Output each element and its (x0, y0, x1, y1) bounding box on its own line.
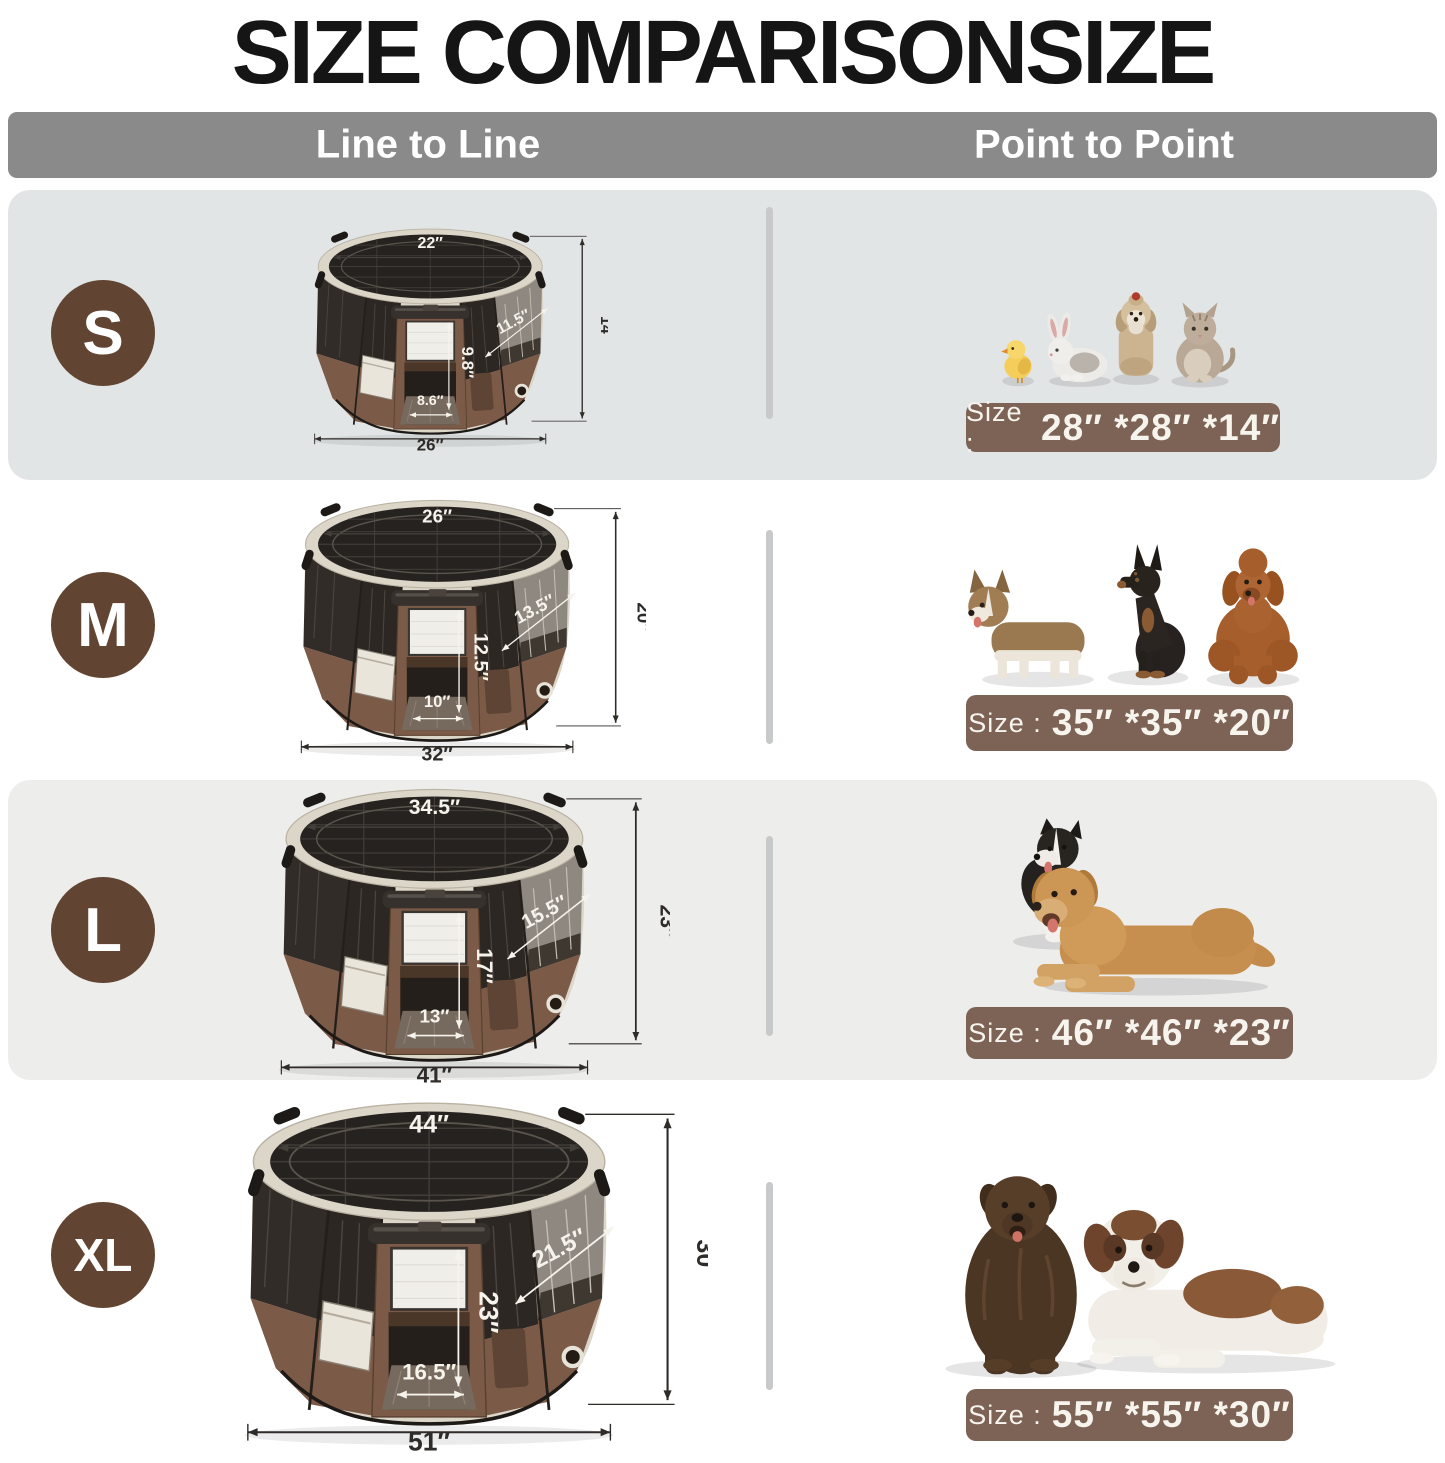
playpen-illustration-s: 22″ 11.5″ 9.8″ 8.6″ 14″ 26″ (288, 222, 608, 451)
size-label-value: 35″ *35″ *20″ (1051, 702, 1291, 743)
size-label-l: Size : 46″ *46″ *23″ (966, 1007, 1293, 1059)
rabbit-illustration (1047, 312, 1112, 387)
dim-height-label: 20″ (634, 602, 646, 632)
dim-top-width-label: 26″ (422, 505, 452, 526)
size-badge-xl: XL (51, 1202, 155, 1308)
size-label-s: Size : 28″ *28″ *14″ (966, 397, 1280, 458)
saint-bernard-illustration (1076, 1210, 1336, 1374)
dim-inner-height-label: 9.8″ (458, 347, 477, 379)
poodle-illustration (1206, 548, 1300, 688)
size-label-value: 28″ *28″ *14″ (1041, 406, 1280, 448)
pets-photo-xl (886, 1092, 1348, 1382)
dim-inner-height-label: 12.5″ (470, 633, 492, 682)
size-badge-s: S (51, 280, 155, 386)
size-row-l: L 34.5″ 15.5″ 17″ 13″ 23″ 41″ Size : 46″ *46″… (8, 780, 1437, 1084)
page-title: SIZE COMPARISONSIZE (231, 3, 1216, 103)
dim-top-width-label: 34.5″ (409, 796, 460, 819)
size-row-m: M 26″ 13.5″ 12.5″ 10″ 20″ 32″ Size : 35″ *35″… (8, 480, 1437, 780)
comparison-header-bar: Line to Line Point to Point (8, 112, 1437, 178)
dim-door-width-label: 16.5″ (402, 1359, 456, 1384)
shih-tzu-illustration (1113, 292, 1159, 385)
playpen-illustration-m: 26″ 13.5″ 12.5″ 10″ 20″ 32″ (270, 492, 646, 761)
miniature-pinscher-illustration (1107, 544, 1189, 686)
dim-inner-height-label: 23″ (473, 1291, 503, 1333)
size-label-prefix: Size : (968, 707, 1042, 738)
golden-retriever-illustration (1031, 867, 1276, 996)
dim-base-width-label: 51″ (408, 1426, 450, 1451)
size-badge-l: L (51, 877, 155, 983)
size-row-xl: XL 44″ 21.5″ 23″ 16.5″ 30″ 51″ Size : 55″ *55… (8, 1090, 1437, 1463)
playpen-svg: 26″13.5″12.5″10″20″32″ (299, 499, 646, 761)
column-divider (766, 836, 773, 1036)
chick-illustration (1001, 340, 1034, 387)
dim-base-width-label: 32″ (421, 743, 453, 761)
size-label-value: 46″ *46″ *23″ (1051, 1012, 1291, 1053)
pets-photo-l (911, 780, 1343, 1000)
playpen-illustration-xl: 44″ 21.5″ 23″ 16.5″ 30″ 51″ (206, 1092, 708, 1452)
pets-svg (968, 544, 1300, 688)
column-header-line-to-line: Line to Line (315, 122, 541, 167)
newfoundland-illustration (945, 1176, 1097, 1378)
pets-svg (1013, 818, 1276, 996)
column-divider (766, 1182, 773, 1390)
pets-photo-s (960, 230, 1292, 395)
column-divider (766, 207, 773, 419)
pets-svg (945, 1176, 1336, 1378)
dim-height-label: 14″ (597, 316, 608, 342)
size-label-value: 55″ *55″ *30″ (1051, 1394, 1291, 1435)
dim-inner-height-label: 17″ (472, 948, 497, 984)
dim-door-width-label: 8.6″ (417, 393, 444, 409)
kitten-illustration (1171, 302, 1236, 388)
size-label-prefix: Size : (968, 1399, 1042, 1430)
corgi-illustration (968, 569, 1094, 688)
dim-top-width-label: 44″ (409, 1110, 449, 1138)
dim-top-width-label: 22″ (418, 235, 444, 252)
playpen-svg: 44″21.5″23″16.5″30″51″ (245, 1102, 708, 1452)
size-label-m: Size : 35″ *35″ *20″ (966, 695, 1293, 751)
column-header-point-to-point: Point to Point (974, 122, 1234, 167)
column-divider (766, 530, 773, 744)
size-label-prefix: Size : (966, 396, 1023, 458)
dim-base-width-label: 41″ (417, 1063, 453, 1084)
dim-door-width-label: 10″ (424, 692, 451, 711)
size-row-s: S 22″ 11.5″ 9.8″ 8.6″ 14″ 26″ Size : 28″ *28″… (8, 190, 1437, 480)
size-badge-m: M (51, 572, 155, 678)
pets-svg (1001, 292, 1236, 388)
pets-photo-m (943, 488, 1345, 693)
dim-door-width-label: 13″ (419, 1006, 449, 1027)
playpen-svg: 22″11.5″9.8″8.6″14″26″ (312, 228, 608, 451)
playpen-svg: 34.5″15.5″17″13″23″41″ (278, 788, 670, 1084)
dim-base-width-label: 26″ (417, 435, 444, 451)
dim-height-label: 23″ (656, 904, 670, 938)
size-label-prefix: Size : (968, 1017, 1042, 1048)
size-label-xl: Size : 55″ *55″ *30″ (966, 1389, 1293, 1441)
playpen-illustration-l: 34.5″ 15.5″ 17″ 13″ 23″ 41″ (246, 780, 670, 1084)
dim-height-label: 30″ (691, 1239, 708, 1279)
